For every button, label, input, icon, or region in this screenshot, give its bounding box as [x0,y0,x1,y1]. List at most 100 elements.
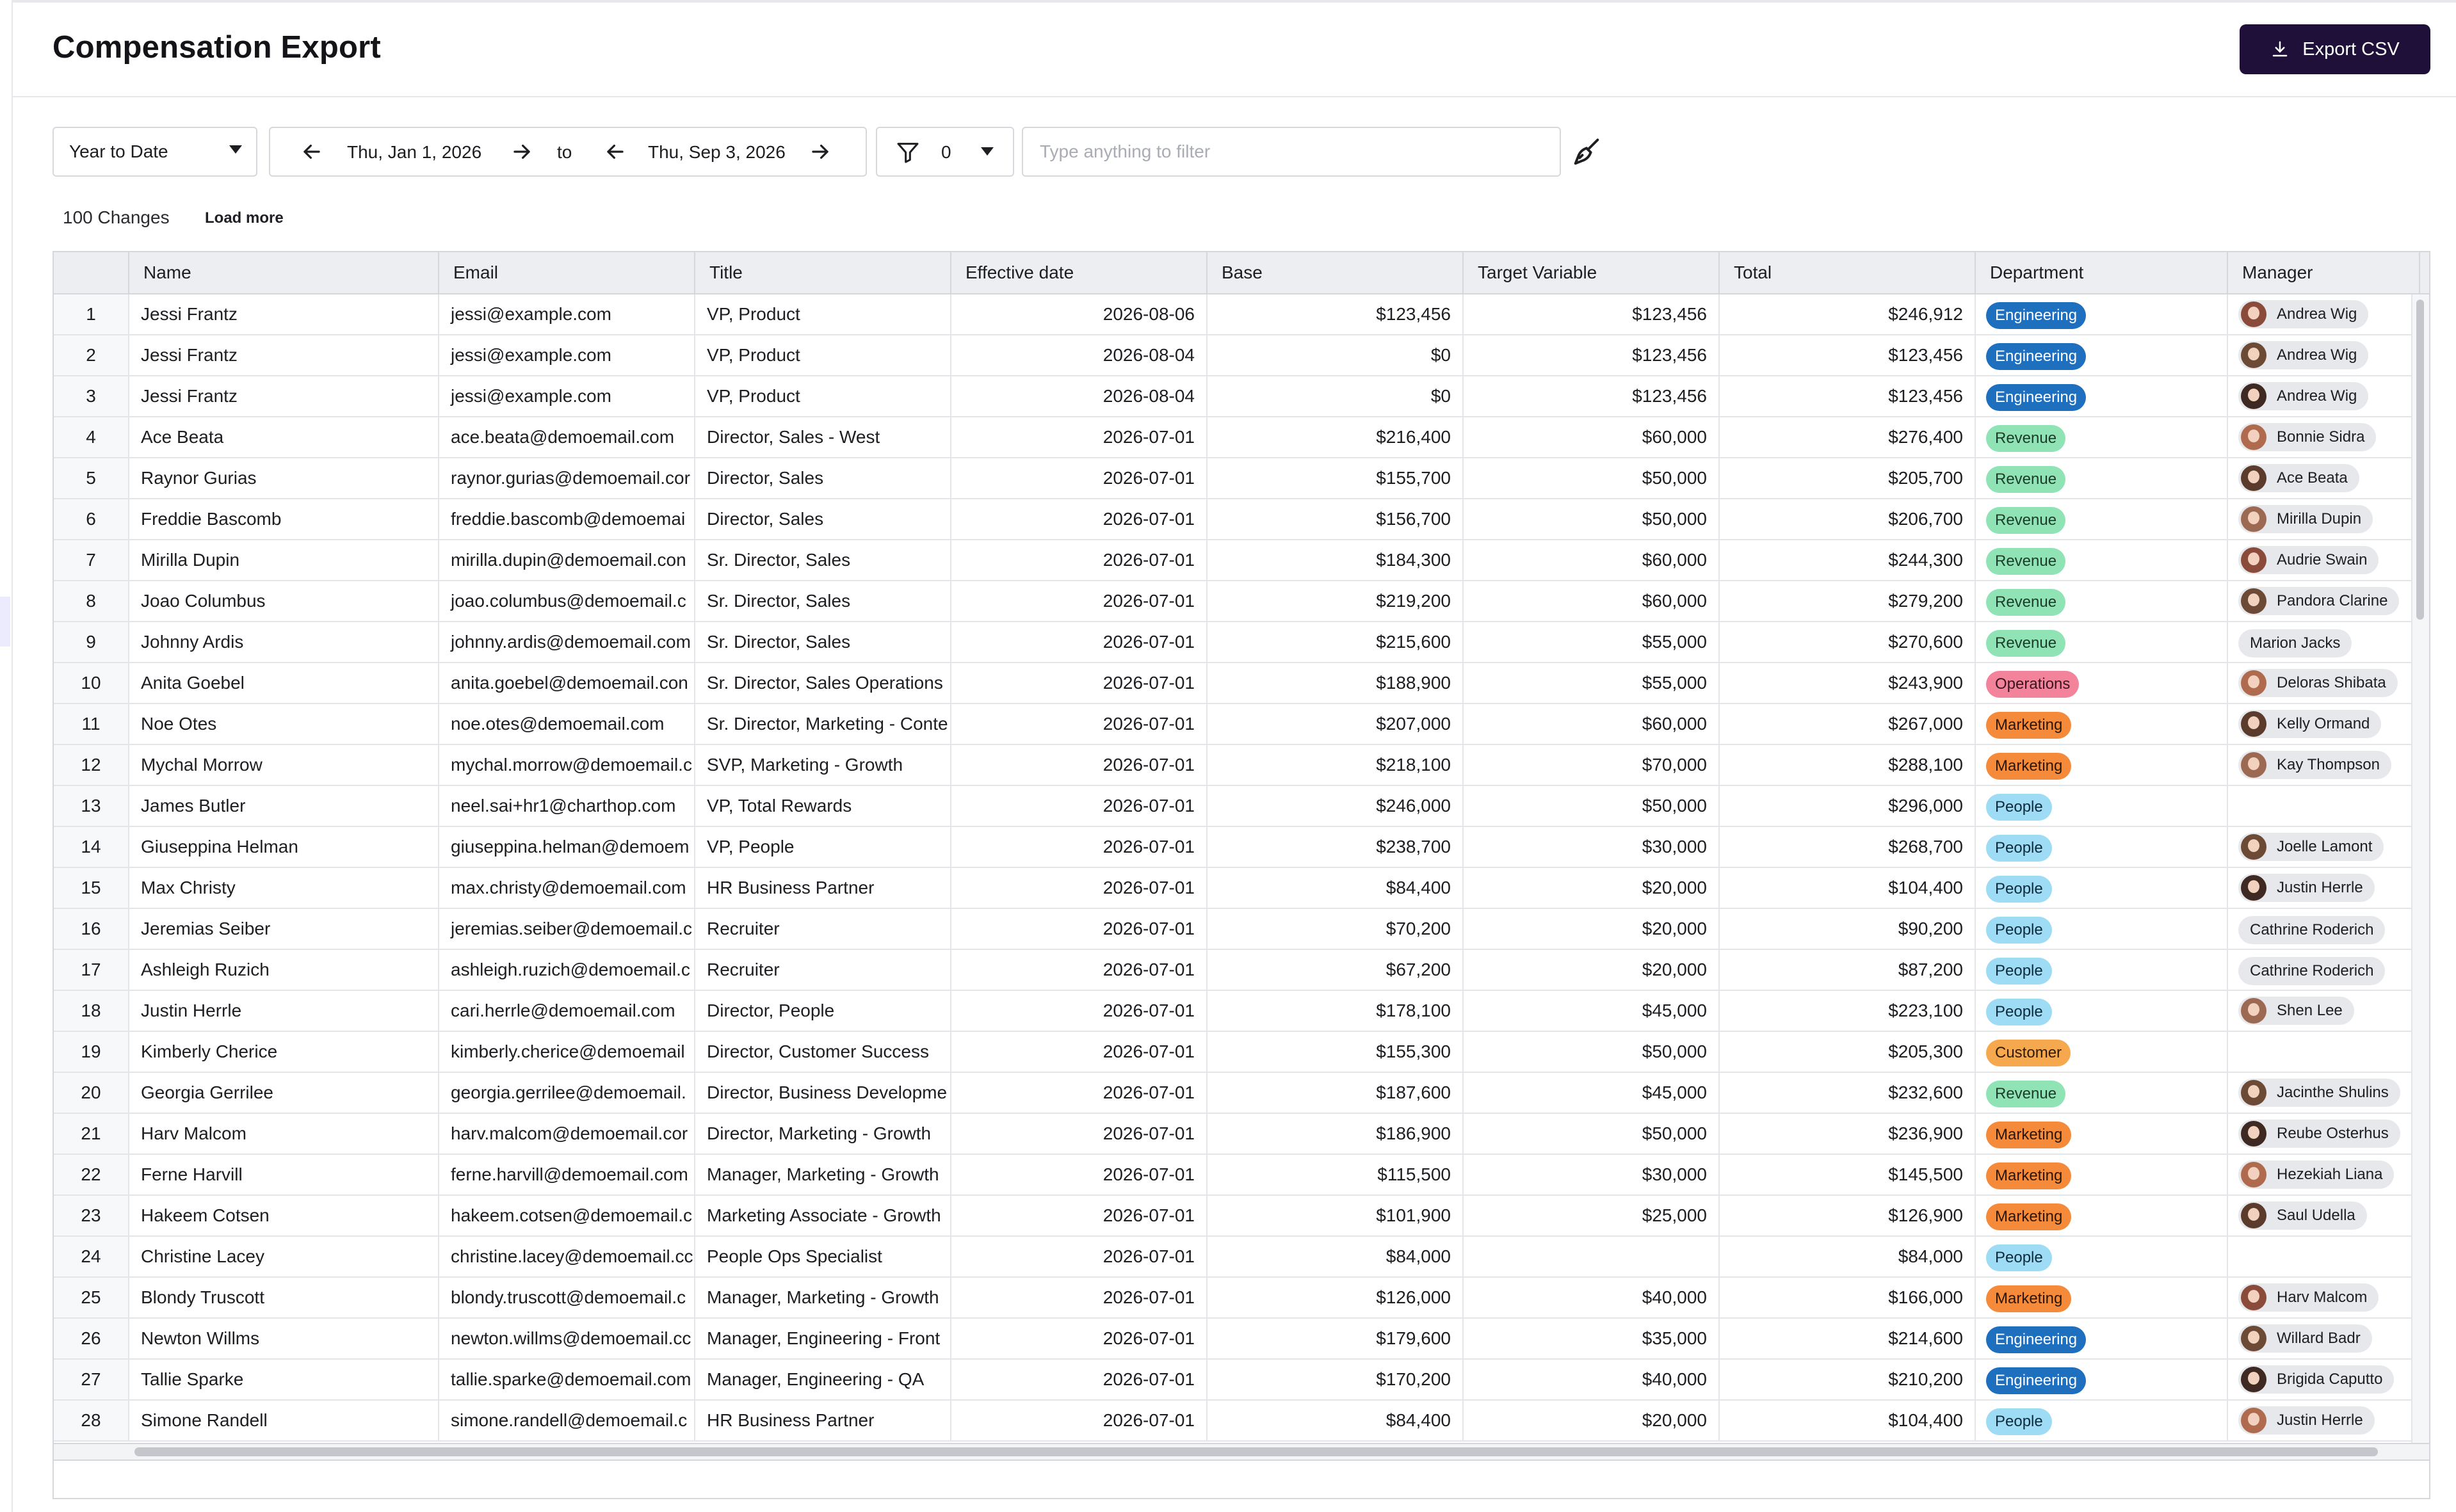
vertical-scrollbar-thumb[interactable] [2416,300,2424,620]
table-row[interactable]: 3 Jessi Frantz jessi@example.com VP, Produc… [54,376,2420,417]
column-header-date[interactable]: Effective date [951,252,1208,293]
load-more-link[interactable]: Load more [205,209,284,227]
manager-chip[interactable]: Pandora Clarine [2238,587,2400,615]
horizontal-scrollbar-thumb[interactable] [134,1447,2378,1456]
cell-base: $218,100 [1208,745,1464,785]
arrow-right-icon[interactable] [808,140,832,164]
filter-count-dropdown[interactable]: 0 [876,127,1014,177]
filter-search-input[interactable] [1038,141,1544,163]
table-row[interactable]: 7 Mirilla Dupin mirilla.dupin@demoemail.co… [54,540,2420,581]
table-row[interactable]: 13 James Butler neel.sai+hr1@charthop.com V… [54,786,2420,827]
arrow-right-icon[interactable] [510,140,534,164]
manager-chip[interactable]: Justin Herrle [2238,1406,2375,1435]
compensation-table: Name Email Title Effective date Base Target V… [53,251,2430,1499]
arrow-left-icon[interactable] [300,140,324,164]
export-csv-label: Export CSV [2302,38,2400,60]
table-row[interactable]: 16 Jeremias Seiber jeremias.seiber@demoema… [54,909,2420,950]
table-row[interactable]: 19 Kimberly Cherice kimberly.cherice@demoe… [54,1032,2420,1073]
table-row[interactable]: 2 Jessi Frantz jessi@example.com VP, Produc… [54,335,2420,376]
manager-chip[interactable]: Shen Lee [2238,997,2354,1025]
manager-chip[interactable]: Kelly Ormand [2238,710,2382,738]
date-range-preset-select[interactable]: Year to Date [53,127,257,177]
table-row[interactable]: 27 Tallie Sparke tallie.sparke@demoemail.c… [54,1360,2420,1401]
cell-base: $207,000 [1208,704,1464,744]
table-row[interactable]: 1 Jessi Frantz jessi@example.com VP, Produc… [54,294,2420,335]
column-header-mgr[interactable]: Manager [2228,252,2420,293]
cell-title: Recruiter [695,909,951,949]
export-csv-button[interactable]: Export CSV [2240,24,2430,74]
table-row[interactable]: 18 Justin Herrle cari.herrle@demoemail.com… [54,991,2420,1032]
manager-chip[interactable]: Jacinthe Shulins [2238,1079,2400,1107]
broom-icon[interactable] [1570,136,1603,169]
cell-base: $179,600 [1208,1319,1464,1358]
table-row[interactable]: 6 Freddie Bascomb freddie.bascomb@demoemai… [54,499,2420,540]
manager-chip[interactable]: Cathrine Roderich [2238,916,2386,944]
manager-chip[interactable]: Cathrine Roderich [2238,957,2386,985]
column-header-title[interactable]: Title [695,252,951,293]
filter-toolbar: Year to Date Thu, Jan 1, 2026 to Thu, Se… [53,127,1653,178]
manager-chip[interactable]: Andrea Wig [2238,300,2369,328]
cell-title: Manager, Engineering - Front [695,1319,951,1358]
table-row[interactable]: 11 Noe Otes noe.otes@demoemail.com Sr. Dire… [54,704,2420,745]
table-row[interactable]: 28 Simone Randell simone.randell@demoemail… [54,1401,2420,1442]
header-row-index [54,252,129,293]
table-row[interactable]: 5 Raynor Gurias raynor.gurias@demoemail.co… [54,458,2420,499]
table-row[interactable]: 20 Georgia Gerrilee georgia.gerrilee@demoe… [54,1073,2420,1114]
manager-chip[interactable]: Andrea Wig [2238,382,2369,410]
cell-manager: Marion Jacks [2228,622,2420,662]
manager-chip[interactable]: Bonnie Sidra [2238,423,2377,451]
column-header-base[interactable]: Base [1208,252,1464,293]
column-header-email[interactable]: Email [439,252,695,293]
manager-chip[interactable]: Brigida Caputto [2238,1365,2395,1394]
table-row[interactable]: 23 Hakeem Cotsen hakeem.cotsen@demoemail.c… [54,1196,2420,1237]
table-row[interactable]: 4 Ace Beata ace.beata@demoemail.com Directo… [54,417,2420,458]
manager-chip[interactable]: Reube Osterhus [2238,1120,2400,1148]
table-row[interactable]: 12 Mychal Morrow mychal.morrow@demoemail.c… [54,745,2420,786]
horizontal-scrollbar[interactable] [54,1443,2429,1460]
column-header-name[interactable]: Name [129,252,439,293]
column-header-tv[interactable]: Target Variable [1464,252,1720,293]
manager-chip[interactable]: Deloras Shibata [2238,669,2398,697]
manager-chip[interactable]: Justin Herrle [2238,874,2375,902]
table-row[interactable]: 8 Joao Columbus joao.columbus@demoemail.c S… [54,581,2420,622]
table-row[interactable]: 17 Ashleigh Ruzich ashleigh.ruzich@demoema… [54,950,2420,991]
column-header-dept[interactable]: Department [1976,252,2228,293]
manager-chip[interactable]: Ace Beata [2238,464,2359,492]
department-badge: Revenue [1986,630,2066,657]
end-date[interactable]: Thu, Sep 3, 2026 [648,142,786,162]
department-badge: Engineering [1986,343,2087,370]
table-row[interactable]: 22 Ferne Harvill ferne.harvill@demoemail.c… [54,1155,2420,1196]
manager-chip[interactable]: Kay Thompson [2238,751,2391,779]
cell-base: $215,600 [1208,622,1464,662]
table-row[interactable]: 26 Newton Willms newton.willms@demoemail.c… [54,1319,2420,1360]
table-row[interactable]: 21 Harv Malcom harv.malcom@demoemail.cor Di… [54,1114,2420,1155]
table-row[interactable]: 25 Blondy Truscott blondy.truscott@demoema… [54,1278,2420,1319]
table-row[interactable]: 14 Giuseppina Helman giuseppina.helman@dem… [54,827,2420,868]
start-date[interactable]: Thu, Jan 1, 2026 [347,142,482,162]
manager-chip[interactable]: Audrie Swain [2238,546,2379,574]
table-row[interactable]: 9 Johnny Ardis johnny.ardis@demoemail.com S… [54,622,2420,663]
manager-chip[interactable]: Hezekiah Liana [2238,1161,2395,1189]
manager-chip[interactable]: Joelle Lamont [2238,833,2384,861]
cell-name: Joao Columbus [129,581,439,621]
cell-email: jessi@example.com [439,376,695,416]
cell-total: $87,200 [1720,950,1976,990]
manager-chip[interactable]: Saul Udella [2238,1202,2367,1230]
cell-title: Sr. Director, Sales Operations [695,663,951,703]
manager-chip[interactable]: Willard Badr [2238,1324,2372,1353]
manager-chip[interactable]: Marion Jacks [2238,629,2352,657]
column-header-total[interactable]: Total [1720,252,1976,293]
cell-base: $155,300 [1208,1032,1464,1072]
manager-chip[interactable]: Mirilla Dupin [2238,505,2373,533]
vertical-scrollbar[interactable] [2411,294,2429,1443]
manager-name: Saul Udella [2277,1207,2355,1224]
table-row[interactable]: 15 Max Christy max.christy@demoemail.com HR… [54,868,2420,909]
cell-name: Mychal Morrow [129,745,439,785]
manager-chip[interactable]: Harv Malcom [2238,1283,2379,1312]
cell-manager: Bonnie Sidra [2228,417,2420,457]
manager-chip[interactable]: Andrea Wig [2238,341,2369,369]
arrow-left-icon[interactable] [603,140,627,164]
table-row[interactable]: 24 Christine Lacey christine.lacey@demoema… [54,1237,2420,1278]
table-row[interactable]: 10 Anita Goebel anita.goebel@demoemail.con… [54,663,2420,704]
cell-date: 2026-07-01 [951,1114,1208,1154]
